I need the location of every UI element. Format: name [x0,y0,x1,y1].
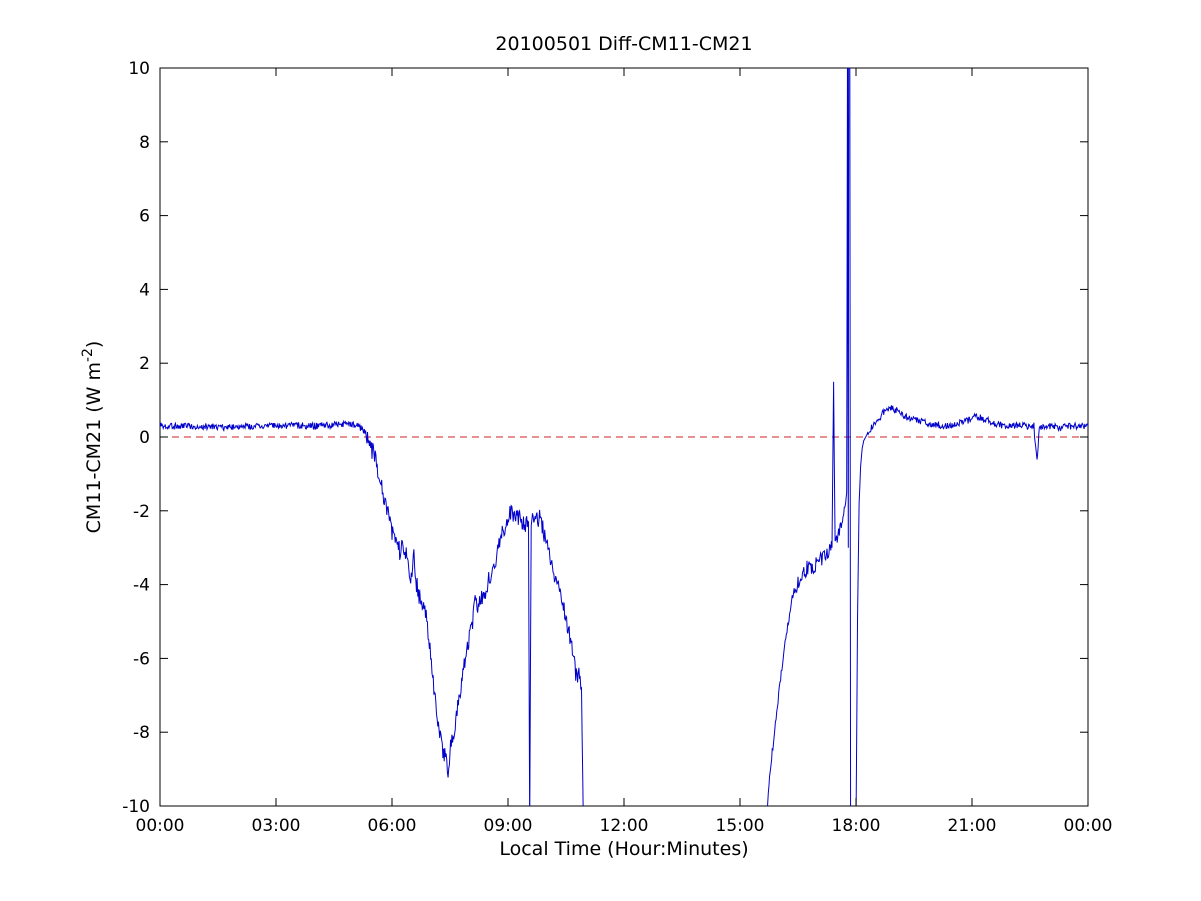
tick-marks [159,67,1089,807]
y-tick-label: 6 [139,207,150,227]
y-tick-label: -4 [133,576,150,596]
y-tick-label: 10 [128,59,150,79]
y-tick-label: 8 [139,133,150,153]
x-tick-label: 18:00 [832,816,881,836]
y-tick-label: 2 [139,354,150,374]
y-tick-label: -10 [122,797,150,817]
x-tick-label: 09:00 [484,816,533,836]
x-tick-label: 00:00 [136,816,185,836]
tick-labels: 00:00 03:00 06:00 09:00 12:00 15:00 18:00 21:00… [122,59,1112,836]
y-tick-label: -2 [133,502,150,522]
y-axis-label-suffix: ) [83,341,105,348]
plot-area [160,68,1088,806]
x-tick-label: 00:00 [1064,816,1113,836]
y-tick-label: 0 [139,428,150,448]
y-tick-label: -6 [133,649,150,669]
x-tick-label: 21:00 [948,816,997,836]
chart-title: 20100501 Diff-CM11-CM21 [495,33,752,55]
x-tick-label: 12:00 [600,816,649,836]
y-tick-label: -8 [133,723,150,743]
y-tick-label: 4 [139,280,150,300]
y-axis-label-superscript: -2 [80,348,96,362]
axes-box [159,67,1089,807]
x-tick-label: 03:00 [252,816,301,836]
x-tick-label: 15:00 [716,816,765,836]
x-tick-label: 06:00 [368,816,417,836]
y-axis-label-main: CM11-CM21 (W m [83,362,105,533]
x-axis-label: Local Time (Hour:Minutes) [499,838,748,860]
data-trace [160,68,1088,806]
y-axis-label: CM11-CM21 (W m-2) [80,341,105,534]
